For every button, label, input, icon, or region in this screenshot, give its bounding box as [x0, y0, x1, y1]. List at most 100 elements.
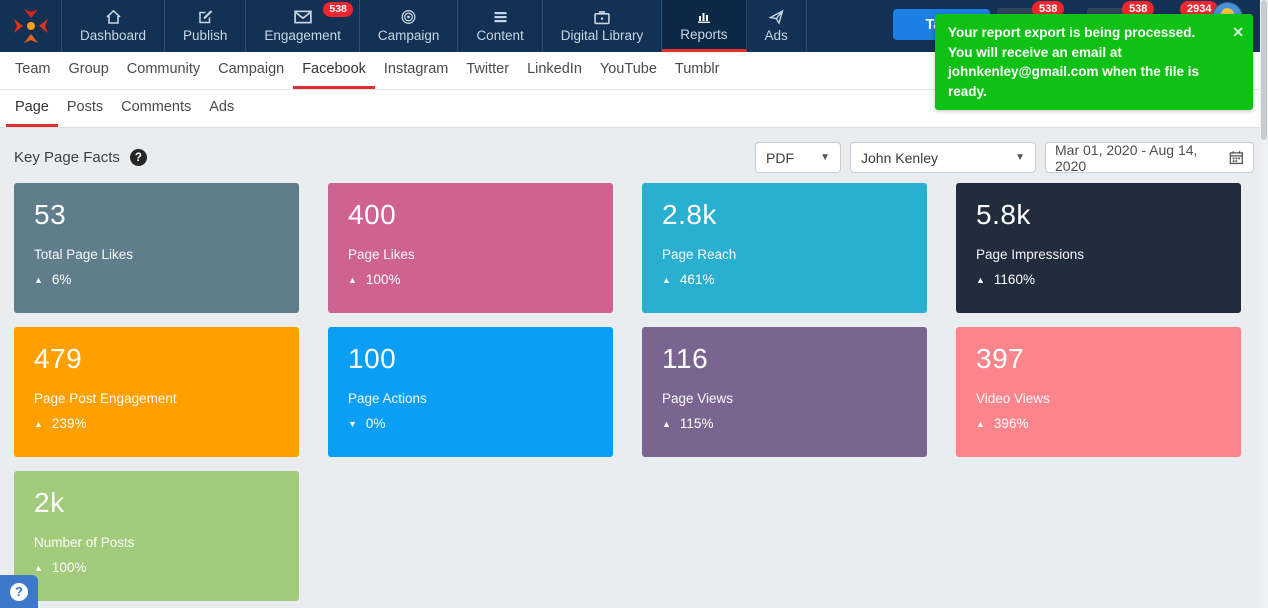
- nav-label: Reports: [680, 27, 727, 42]
- metric-card-page-impressions: 5.8k Page Impressions ▲ 1160%: [956, 183, 1241, 313]
- metric-cards-grid: 53 Total Page Likes ▲6% 400 Page Likes ▲…: [14, 183, 1254, 601]
- metric-trend: ▲396%: [976, 416, 1221, 431]
- help-icon[interactable]: ?: [130, 149, 147, 166]
- toast-message: Your report export is being processed. Y…: [948, 25, 1199, 99]
- trend-value: 100%: [52, 560, 87, 575]
- nav-item-campaign[interactable]: Campaign: [360, 0, 459, 52]
- channel-tab-youtube[interactable]: YouTube: [591, 52, 666, 89]
- metric-label: Page Post Engagement: [34, 391, 279, 406]
- metric-card-page-actions: 100 Page Actions ▼0%: [328, 327, 613, 457]
- bar-chart-icon: [695, 8, 713, 24]
- metric-card-page-likes: 400 Page Likes ▲100%: [328, 183, 613, 313]
- date-range-value: Mar 01, 2020 - Aug 14, 2020: [1055, 142, 1229, 174]
- section-tab-page[interactable]: Page: [6, 90, 58, 127]
- trend-value: 1160%: [994, 272, 1035, 287]
- toast-close-icon[interactable]: ✕: [1232, 22, 1244, 42]
- chevron-down-icon: ▼: [810, 152, 830, 163]
- channel-tab-twitter[interactable]: Twitter: [457, 52, 518, 89]
- export-toast: Your report export is being processed. Y…: [935, 14, 1253, 110]
- nav-item-ads[interactable]: Ads: [747, 0, 807, 52]
- nav-item-reports[interactable]: Reports: [662, 0, 746, 52]
- trend-up-icon: ▲: [976, 275, 985, 285]
- app-logo[interactable]: [0, 0, 62, 52]
- trend-up-icon: ▲: [662, 275, 671, 285]
- report-controls: PDF ▼ John Kenley ▼ Mar 01, 2020 - Aug 1…: [755, 142, 1254, 173]
- trend-value: 100%: [366, 272, 401, 287]
- trend-up-icon: ▲: [976, 419, 985, 429]
- channel-tab-team[interactable]: Team: [6, 52, 59, 89]
- export-format-value: PDF: [766, 150, 794, 166]
- metric-label: Video Views: [976, 391, 1221, 406]
- trend-up-icon: ▲: [662, 419, 671, 429]
- metric-card-page-reach: 2.8k Page Reach ▲461%: [642, 183, 927, 313]
- trend-value: 0%: [366, 416, 386, 431]
- nav-label: Engagement: [264, 28, 341, 43]
- chevron-down-icon: ▼: [1005, 152, 1025, 163]
- metric-trend: ▲ 6%: [34, 272, 279, 287]
- engagement-count-badge: 538: [323, 2, 353, 17]
- nav-label: Campaign: [378, 28, 440, 43]
- trend-value: 461%: [680, 272, 715, 287]
- trend-value: 239%: [52, 416, 87, 431]
- metric-card-video-views: 397 Video Views ▲396%: [956, 327, 1241, 457]
- target-icon: [400, 9, 417, 25]
- section-tab-comments[interactable]: Comments: [112, 90, 200, 127]
- nav-item-publish[interactable]: Publish: [165, 0, 246, 52]
- metric-trend: ▲239%: [34, 416, 279, 431]
- main-content: Key Page Facts ? PDF ▼ John Kenley ▼ Mar…: [0, 128, 1268, 608]
- channel-tab-facebook[interactable]: Facebook: [293, 52, 375, 89]
- nav-label: Ads: [765, 28, 788, 43]
- briefcase-icon: [593, 9, 611, 25]
- export-format-select[interactable]: PDF ▼: [755, 142, 841, 173]
- metric-label: Page Likes: [348, 247, 593, 262]
- calendar-icon: [1229, 150, 1244, 165]
- trend-up-icon: ▲: [34, 563, 43, 573]
- metric-card-number-of-posts: 2k Number of Posts ▲ 100%: [14, 471, 299, 601]
- envelope-icon: [294, 9, 312, 25]
- nav-label: Content: [476, 28, 523, 43]
- metric-value: 479: [34, 343, 279, 375]
- trend-value: 115%: [680, 416, 714, 431]
- channel-tab-group[interactable]: Group: [59, 52, 117, 89]
- nav-label: Publish: [183, 28, 227, 43]
- nav-item-content[interactable]: Content: [458, 0, 542, 52]
- metric-trend: ▼0%: [348, 416, 593, 431]
- section-tab-ads[interactable]: Ads: [200, 90, 243, 127]
- profile-select[interactable]: John Kenley ▼: [850, 142, 1036, 173]
- nav-label: Digital Library: [561, 28, 644, 43]
- date-range-picker[interactable]: Mar 01, 2020 - Aug 14, 2020: [1045, 142, 1254, 173]
- metric-value: 100: [348, 343, 593, 375]
- trend-up-icon: ▲: [34, 275, 43, 285]
- metric-trend: ▲ 100%: [348, 272, 593, 287]
- metric-trend: ▲ 100%: [34, 560, 279, 575]
- metric-value: 397: [976, 343, 1221, 375]
- question-mark-icon: ?: [10, 583, 28, 601]
- profile-select-value: John Kenley: [861, 150, 938, 166]
- metric-value: 2k: [34, 487, 279, 519]
- metric-label: Number of Posts: [34, 535, 279, 550]
- metric-value: 5.8k: [976, 199, 1221, 231]
- star-compass-logo-icon: [10, 5, 52, 47]
- channel-tab-linkedin[interactable]: LinkedIn: [518, 52, 591, 89]
- nav-item-digital-library[interactable]: Digital Library: [543, 0, 663, 52]
- scrollbar-thumb[interactable]: [1261, 0, 1267, 140]
- metric-card-page-views: 116 Page Views ▲115%: [642, 327, 927, 457]
- channel-tab-community[interactable]: Community: [118, 52, 209, 89]
- metric-trend: ▲ 461%: [662, 272, 907, 287]
- metric-trend: ▲ 1160%: [976, 272, 1221, 287]
- vertical-scrollbar[interactable]: [1260, 0, 1268, 608]
- page-title: Key Page Facts: [14, 149, 120, 166]
- metric-value: 116: [662, 343, 907, 375]
- nav-item-dashboard[interactable]: Dashboard: [62, 0, 165, 52]
- channel-tab-instagram[interactable]: Instagram: [375, 52, 457, 89]
- nav-item-engagement[interactable]: Engagement 538: [246, 0, 360, 52]
- help-fab-button[interactable]: ?: [0, 575, 38, 608]
- metric-card-page-post-engagement: 479 Page Post Engagement ▲239%: [14, 327, 299, 457]
- pencil-square-icon: [197, 9, 214, 25]
- section-tab-posts[interactable]: Posts: [58, 90, 112, 127]
- channel-tab-tumblr[interactable]: Tumblr: [666, 52, 729, 89]
- metric-label: Page Impressions: [976, 247, 1221, 262]
- trend-up-icon: ▲: [348, 275, 357, 285]
- trend-value: 6%: [52, 272, 72, 287]
- channel-tab-campaign[interactable]: Campaign: [209, 52, 293, 89]
